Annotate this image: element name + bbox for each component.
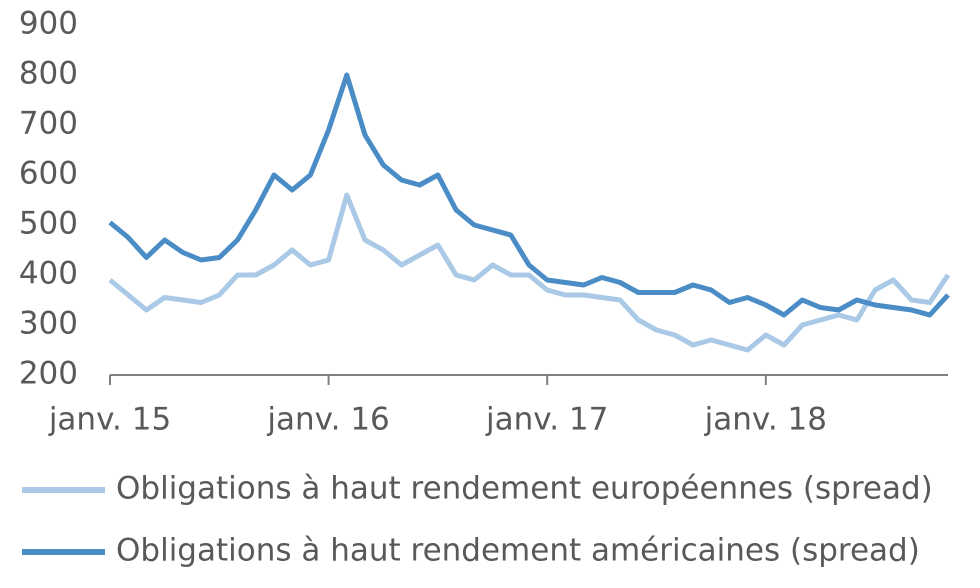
x-tick-label: janv. 15 — [48, 402, 171, 438]
y-tick-label: 600 — [19, 156, 78, 192]
y-tick-label: 400 — [19, 256, 78, 292]
x-tick-label: janv. 16 — [266, 402, 389, 438]
x-tick-label: janv. 17 — [485, 402, 608, 438]
series-line — [108, 72, 950, 318]
y-tick-label: 900 — [19, 6, 78, 42]
y-tick-label: 300 — [19, 306, 78, 342]
series-line — [108, 192, 951, 353]
legend-label: Obligations à haut rendement américaines… — [116, 533, 920, 569]
y-tick-label: 800 — [19, 56, 78, 92]
y-tick-label: 700 — [19, 106, 78, 142]
y-tick-label: 200 — [19, 356, 78, 392]
x-tick-label: janv. 18 — [704, 402, 827, 438]
legend-label: Obligations à haut rendement européennes… — [116, 471, 933, 507]
y-tick-label: 500 — [19, 206, 78, 242]
